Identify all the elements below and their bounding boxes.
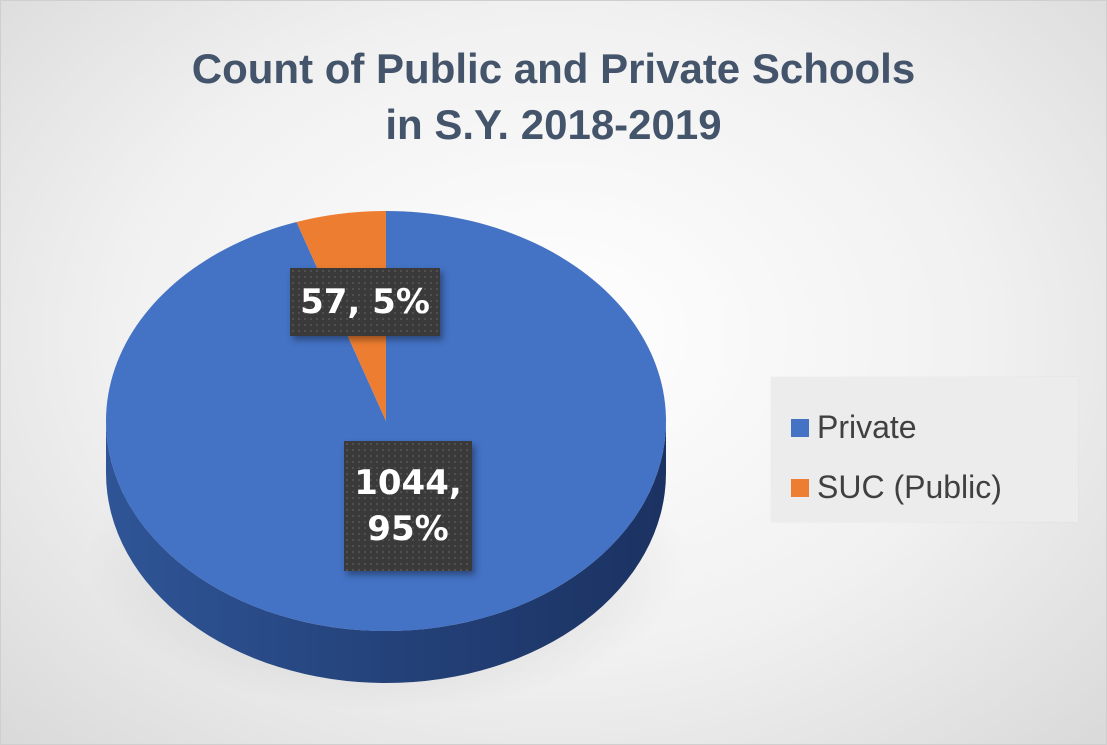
data-label-suc-public-text: 57, 5% (300, 282, 430, 322)
data-label-suc-public: 57, 5% (290, 268, 440, 336)
legend-label-private: Private (817, 409, 917, 445)
data-label-private: 1044, 95% (344, 441, 472, 571)
legend-swatch-private (791, 418, 809, 437)
chart-legend: Private SUC (Public) (771, 377, 1078, 522)
pie-side-wall (106, 421, 666, 683)
chart-title-line-2: in S.Y. 2018-2019 (385, 101, 722, 148)
legend-item-suc-public: SUC (Public) (791, 469, 1002, 506)
legend-swatch-suc-public (791, 478, 809, 497)
pie-slice-private (105, 211, 667, 631)
legend-item-private: Private (791, 409, 917, 446)
data-label-private-line-1: 1044, (354, 463, 462, 503)
chart-title: Count of Public and Private Schools in S… (1, 41, 1106, 153)
data-label-private-line-2: 95% (367, 509, 449, 549)
legend-label-suc-public: SUC (Public) (817, 469, 1002, 505)
chart-title-line-1: Count of Public and Private Schools (191, 45, 916, 92)
